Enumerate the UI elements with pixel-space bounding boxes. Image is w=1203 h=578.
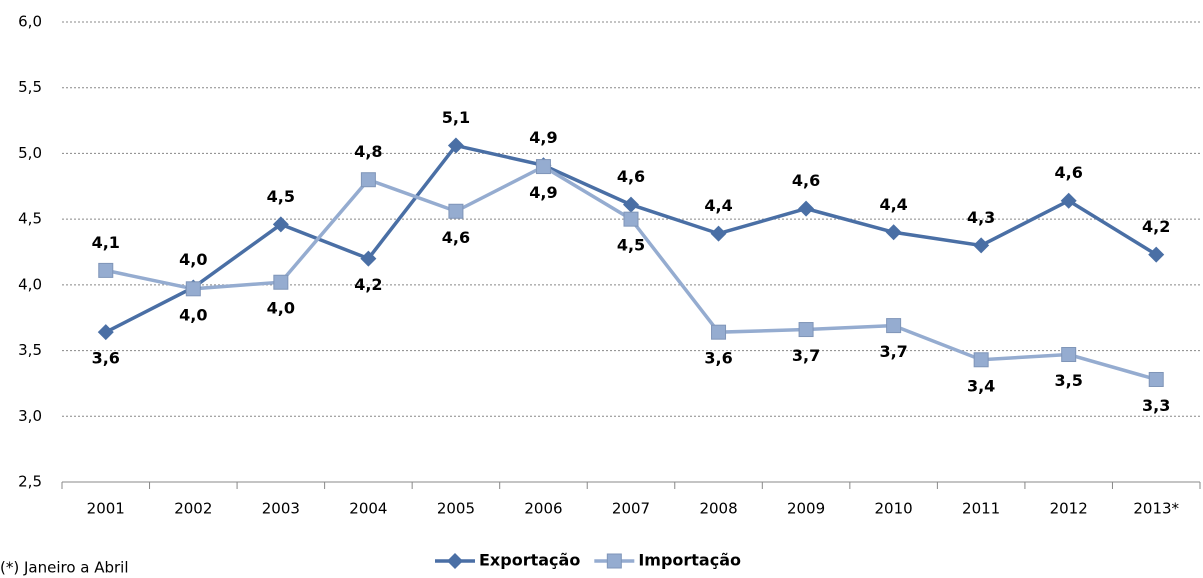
data-label: 4,5 [267, 187, 295, 206]
x-tick-label: 2011 [962, 500, 1000, 518]
data-label: 4,6 [1055, 163, 1083, 182]
marker [1061, 347, 1077, 363]
marker [885, 224, 902, 241]
marker [448, 203, 464, 219]
data-label: 3,7 [879, 342, 907, 361]
x-tick-label: 2009 [787, 500, 825, 518]
data-label: 4,9 [529, 183, 557, 202]
x-tick-label: 2008 [699, 500, 737, 518]
x-tick-label: 2002 [174, 500, 212, 518]
x-tick-label: 2013* [1133, 500, 1179, 518]
data-label: 4,0 [179, 305, 207, 324]
data-label: 4,1 [92, 233, 120, 252]
x-tick-label: 2006 [524, 500, 562, 518]
marker [606, 553, 622, 569]
y-tick-label: 3,0 [18, 407, 42, 425]
data-label: 4,4 [879, 195, 907, 214]
y-tick-label: 2,5 [18, 473, 42, 491]
data-label: 4,4 [704, 196, 732, 215]
marker [886, 318, 902, 334]
marker [798, 200, 815, 217]
marker [798, 322, 814, 338]
data-label: 3,4 [967, 376, 995, 395]
marker [447, 137, 464, 154]
data-label: 4,9 [529, 128, 557, 147]
marker [711, 324, 727, 340]
data-label: 4,2 [354, 275, 382, 294]
marker [273, 274, 289, 290]
marker [360, 172, 376, 188]
data-label: 4,0 [179, 250, 207, 269]
y-tick-label: 3,5 [18, 341, 42, 359]
x-tick-label: 2012 [1050, 500, 1088, 518]
marker [360, 250, 377, 267]
marker [973, 237, 990, 254]
legend-label: Exportação [479, 551, 580, 570]
marker [623, 196, 639, 213]
x-tick-label: 2007 [612, 500, 650, 518]
data-label: 5,1 [442, 108, 470, 127]
marker [1060, 192, 1077, 209]
marker [97, 324, 114, 341]
y-tick-label: 5,5 [18, 78, 42, 96]
data-label: 3,5 [1055, 371, 1083, 390]
x-tick-label: 2003 [262, 500, 300, 518]
marker [1148, 371, 1164, 387]
legend-label: Importação [638, 551, 741, 570]
data-label: 3,6 [704, 349, 732, 368]
data-label: 4,6 [617, 167, 645, 186]
x-tick-label: 2005 [437, 500, 475, 518]
y-tick-label: 5,0 [18, 144, 42, 162]
data-label: 4,8 [354, 142, 382, 161]
y-tick-label: 4,0 [18, 275, 42, 293]
marker [623, 211, 639, 227]
marker [272, 216, 289, 233]
marker [447, 553, 463, 569]
x-tick-label: 2001 [87, 500, 125, 518]
data-label: 3,7 [792, 346, 820, 365]
marker [535, 159, 551, 175]
y-tick-label: 6,0 [18, 13, 42, 31]
data-label: 4,0 [267, 299, 295, 318]
marker [185, 281, 201, 297]
footnote: (*) Janeiro a Abril [0, 559, 129, 577]
x-tick-label: 2004 [349, 500, 387, 518]
data-label: 4,5 [617, 236, 645, 255]
marker [710, 225, 727, 242]
data-label: 4,6 [792, 171, 820, 190]
x-tick-label: 2010 [875, 500, 913, 518]
y-tick-label: 4,5 [18, 210, 42, 228]
data-label: 4,6 [442, 228, 470, 247]
data-label: 4,3 [967, 208, 995, 227]
data-label: 3,6 [92, 349, 120, 368]
data-label: 4,2 [1142, 217, 1170, 236]
marker [1148, 246, 1165, 263]
marker [98, 262, 114, 278]
data-label: 3,3 [1142, 396, 1170, 415]
marker [973, 352, 989, 368]
